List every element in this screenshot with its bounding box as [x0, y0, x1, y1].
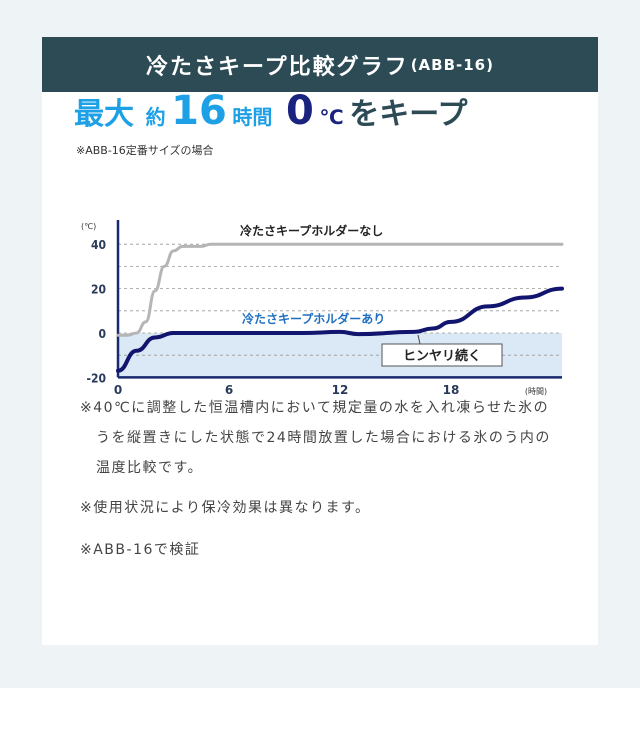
- annotation-text: ヒンヤリ続く: [403, 348, 481, 364]
- header-title: 冷たさキープ比較グラフ: [146, 54, 409, 80]
- annotation-box: [381, 343, 503, 367]
- x-unit-label: (時間): [525, 387, 547, 396]
- headline-keep: をキープ: [349, 97, 468, 132]
- headline-max: 最大: [74, 97, 134, 132]
- header-model: (ABB-16): [410, 55, 494, 74]
- headline: 最大 約 16 時間 0 ℃ をキープ: [74, 88, 467, 134]
- x-tick-label: 6: [225, 383, 233, 397]
- headline-celsius: ℃: [319, 105, 344, 129]
- card-header: 冷たさキープ比較グラフ (ABB-16): [42, 37, 598, 92]
- note-test-condition: ※40℃に調整した恒温槽内において規定量の水を入れ凍らせた氷のうを縦置きにした状…: [80, 400, 551, 476]
- series-with-holder: [116, 286, 564, 373]
- note-usage: ※使用状況により保冷効果は異なります。: [80, 500, 371, 516]
- headline-approx: 約: [145, 105, 166, 129]
- y-tick-label: -20: [86, 371, 106, 385]
- headline-hours: 時間: [232, 105, 273, 129]
- series-without-holder: [116, 242, 564, 337]
- series-label-without: 冷たさキープホルダーなし: [240, 223, 383, 238]
- y-tick-label: 20: [91, 283, 106, 297]
- x-tick-label: 0: [114, 383, 122, 397]
- x-tick-label: 12: [332, 383, 349, 397]
- note-verified: ※ABB-16で検証: [80, 542, 201, 558]
- y-unit-label: (℃): [81, 222, 96, 231]
- temperature-chart: 40 20 0 -20 0 6 12 18 (℃) (時間) 冷たさキープホルダーなし冷たさキープホ…: [81, 220, 564, 397]
- headline-zero: 0: [285, 88, 314, 134]
- size-note: ※ABB-16定番サイズの場合: [76, 144, 214, 157]
- notes: ※40℃に調整した恒温槽内において規定量の水を入れ凍らせた氷のうを縦置きにした状…: [80, 393, 556, 577]
- headline-hours-number: 16: [171, 88, 227, 134]
- series-label-with: 冷たさキープホルダーあり: [242, 311, 385, 326]
- y-tick-label: 0: [98, 327, 106, 341]
- annotation-leader: [417, 334, 421, 345]
- x-tick-label: 18: [443, 383, 460, 397]
- y-tick-label: 40: [91, 238, 106, 252]
